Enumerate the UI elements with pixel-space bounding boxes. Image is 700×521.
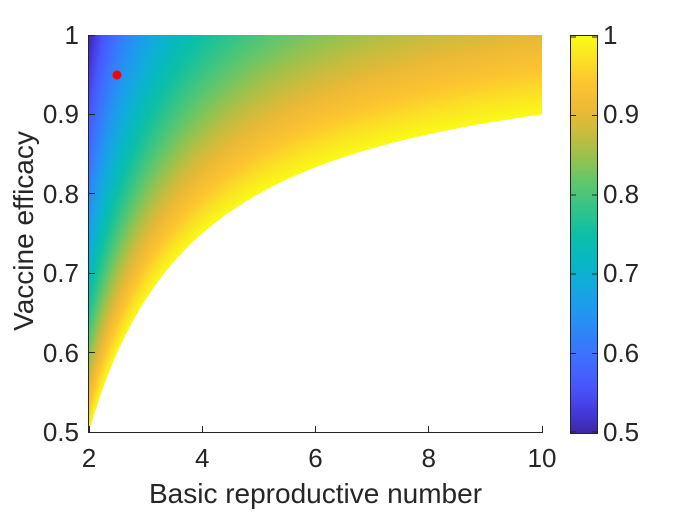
- x-axis-label: Basic reproductive number: [148, 478, 483, 509]
- y-tick-mark: [89, 272, 95, 274]
- y-tick-label: 0.9: [42, 99, 79, 130]
- y-tick-label: 0.7: [42, 258, 79, 289]
- x-tick-mark: [428, 426, 430, 432]
- x-tick-mark: [541, 426, 543, 432]
- colorbar-tick-label: 0.8: [603, 178, 640, 209]
- x-tick-label: 2: [81, 443, 97, 473]
- y-tick-mark: [89, 193, 95, 195]
- y-axis-label: Vaccine efficacy: [8, 131, 39, 331]
- y-tick-label: 0.8: [42, 178, 79, 209]
- y-tick-label: 1: [64, 20, 79, 50]
- y-tick-label: 0.6: [42, 337, 79, 368]
- colorbar-tick-label: 0.6: [603, 337, 640, 368]
- colorbar-tick-label: 1: [603, 20, 618, 50]
- data-point-marker: [112, 70, 122, 80]
- heatmap-canvas: [89, 35, 542, 432]
- y-tick-label: 0.5: [42, 417, 79, 447]
- x-tick-mark: [88, 426, 90, 432]
- x-tick-mark: [201, 426, 203, 432]
- x-tick-label: 6: [308, 443, 323, 473]
- colorbar-tick-label: 0.9: [603, 99, 640, 130]
- colorbar: [570, 35, 598, 434]
- y-tick-mark: [89, 34, 95, 36]
- y-tick-mark: [89, 113, 95, 115]
- x-tick-label: 4: [195, 443, 210, 473]
- colorbar-tick-label: 0.5: [603, 417, 640, 447]
- x-tick-label: 10: [527, 443, 557, 473]
- x-tick-mark: [315, 426, 316, 432]
- x-axis-line: [88, 432, 543, 433]
- y-tick-mark: [89, 352, 95, 354]
- y-tick-mark: [89, 431, 95, 433]
- colorbar-tick-label: 0.7: [603, 258, 640, 289]
- y-axis-line: [88, 35, 89, 433]
- x-tick-label: 8: [421, 443, 436, 473]
